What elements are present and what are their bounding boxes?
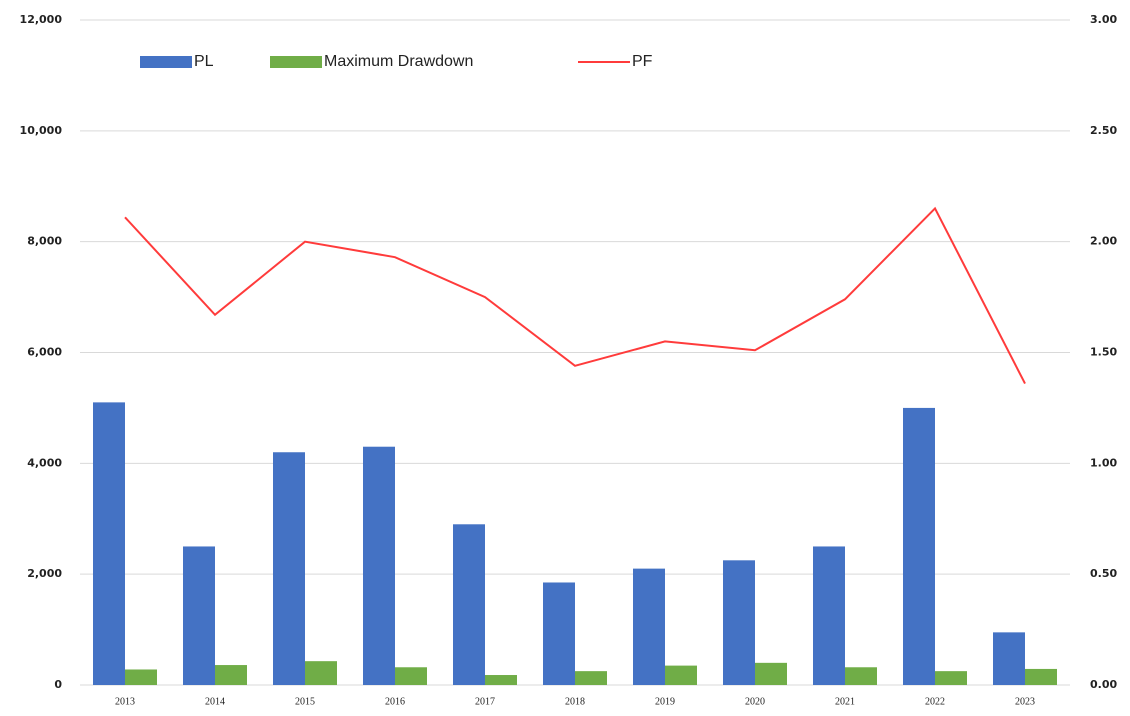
y2-tick-label: 3.00	[1090, 13, 1117, 26]
y-tick-label: 10,000	[20, 124, 63, 137]
bar	[993, 632, 1025, 685]
legend-label: PF	[632, 53, 653, 70]
bar	[453, 524, 485, 685]
y-tick-label: 0	[54, 678, 62, 691]
bar	[93, 402, 125, 685]
bar	[125, 669, 157, 685]
y-tick-label: 2,000	[27, 567, 62, 580]
bar	[363, 446, 395, 685]
x-tick-label: 2020	[745, 696, 765, 707]
bar	[935, 671, 967, 685]
bar	[845, 667, 877, 685]
legend-swatch	[140, 56, 192, 68]
bar	[665, 665, 697, 685]
bar	[575, 671, 607, 685]
bar	[215, 665, 247, 685]
y2-tick-label: 1.50	[1090, 346, 1117, 359]
x-tick-label: 2019	[655, 696, 675, 707]
bar	[395, 667, 427, 685]
y2-tick-label: 0.00	[1090, 678, 1117, 691]
x-tick-label: 2016	[385, 696, 405, 707]
legend-swatch	[270, 56, 322, 68]
y2-tick-label: 0.50	[1090, 567, 1117, 580]
y2-tick-label: 1.00	[1090, 456, 1117, 469]
x-tick-label: 2014	[205, 696, 225, 707]
x-tick-label: 2021	[835, 696, 855, 707]
y-tick-label: 12,000	[20, 13, 63, 26]
x-tick-label: 2023	[1015, 696, 1035, 707]
x-tick-label: 2015	[295, 696, 315, 707]
y2-tick-label: 2.00	[1090, 235, 1117, 248]
bar	[273, 452, 305, 685]
legend-label: Maximum Drawdown	[324, 53, 473, 70]
x-tick-label: 2013	[115, 696, 135, 707]
x-tick-label: 2022	[925, 696, 945, 707]
y2-tick-label: 2.50	[1090, 124, 1117, 137]
bar	[305, 661, 337, 685]
bar	[1025, 668, 1057, 685]
bar	[813, 546, 845, 685]
y-tick-label: 8,000	[27, 235, 62, 248]
x-tick-label: 2018	[565, 696, 585, 707]
y-tick-label: 6,000	[27, 346, 62, 359]
bar	[485, 675, 517, 685]
bar	[723, 560, 755, 685]
bar	[903, 407, 935, 685]
bar	[183, 546, 215, 685]
bar	[543, 582, 575, 685]
x-tick-label: 2017	[475, 696, 495, 707]
bar	[755, 662, 787, 685]
legend-label: PL	[194, 53, 214, 70]
bar	[633, 568, 665, 685]
y-tick-label: 4,000	[27, 456, 62, 469]
line-series	[124, 206, 1026, 384]
